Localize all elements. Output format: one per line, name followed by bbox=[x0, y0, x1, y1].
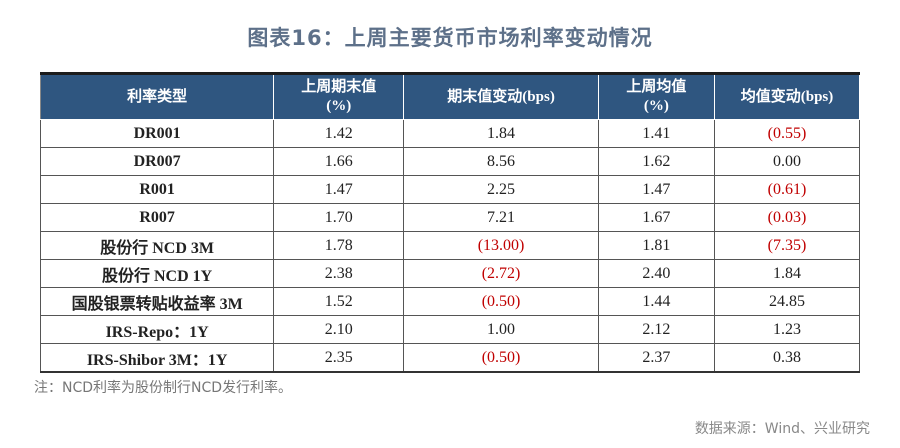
value-cell: 1.62 bbox=[597, 147, 716, 176]
value-cell: 0.38 bbox=[714, 343, 860, 373]
value-cell: 1.78 bbox=[273, 231, 405, 260]
column-header: 上周均值 (%) bbox=[597, 73, 716, 120]
value-cell: 2.37 bbox=[597, 343, 716, 373]
rate-type-cell: 国股银票转贴收益率 3M bbox=[39, 287, 275, 316]
value-cell: 1.47 bbox=[273, 175, 405, 204]
rate-type-cell: IRS-Repo：1Y bbox=[39, 315, 275, 344]
value-cell: 7.21 bbox=[403, 203, 599, 232]
value-cell: 2.12 bbox=[597, 315, 716, 344]
value-cell: 1.42 bbox=[273, 119, 405, 148]
value-cell: 2.40 bbox=[597, 259, 716, 288]
value-cell: 1.67 bbox=[597, 203, 716, 232]
column-header: 上周期末值 (%) bbox=[273, 73, 405, 120]
value-cell: 1.41 bbox=[597, 119, 716, 148]
rate-type-cell: IRS-Shibor 3M：1Y bbox=[39, 343, 275, 373]
value-cell: (0.50) bbox=[403, 343, 599, 373]
rate-type-cell: 股份行 NCD 3M bbox=[39, 231, 275, 260]
rate-type-cell: R007 bbox=[39, 203, 275, 232]
figure-title: 图表16：上周主要货币市场利率变动情况 bbox=[247, 26, 653, 50]
value-cell: 24.85 bbox=[714, 287, 860, 316]
value-cell: 1.23 bbox=[714, 315, 860, 344]
table-row: IRS-Repo：1Y 2.10 1.00 2.12 1.23 bbox=[39, 315, 860, 344]
value-cell: 1.44 bbox=[597, 287, 716, 316]
value-cell: (0.55) bbox=[714, 119, 860, 148]
column-header: 均值变动(bps) bbox=[714, 73, 860, 120]
value-cell: (2.72) bbox=[403, 259, 599, 288]
table-row: DR007 1.66 8.56 1.62 0.00 bbox=[39, 147, 860, 176]
value-cell: 1.81 bbox=[597, 231, 716, 260]
value-cell: 1.70 bbox=[273, 203, 405, 232]
rate-type-cell: R001 bbox=[39, 175, 275, 204]
value-cell: (0.50) bbox=[403, 287, 599, 316]
value-cell: 2.25 bbox=[403, 175, 599, 204]
value-cell: 1.00 bbox=[403, 315, 599, 344]
value-cell: 1.66 bbox=[273, 147, 405, 176]
value-cell: (7.35) bbox=[714, 231, 860, 260]
value-cell: 1.84 bbox=[714, 259, 860, 288]
source-note: 数据来源：Wind、兴业研究 bbox=[694, 421, 870, 437]
rates-table: 利率类型 上周期末值 (%) 期末值变动(bps) 上周均值 (%) 均值变动(bps)… bbox=[39, 72, 860, 373]
value-cell: 2.35 bbox=[273, 343, 405, 373]
column-header: 期末值变动(bps) bbox=[403, 73, 599, 120]
table-row: R001 1.47 2.25 1.47 (0.61) bbox=[39, 175, 860, 204]
value-cell: (0.61) bbox=[714, 175, 860, 204]
table-row: 股份行 NCD 1Y 2.38 (2.72) 2.40 1.84 bbox=[39, 259, 860, 288]
value-cell: 1.84 bbox=[403, 119, 599, 148]
rate-type-cell: DR001 bbox=[39, 119, 275, 148]
table-row: R007 1.70 7.21 1.67 (0.03) bbox=[39, 203, 860, 232]
value-cell: (13.00) bbox=[403, 231, 599, 260]
value-cell: 1.47 bbox=[597, 175, 716, 204]
value-cell: 8.56 bbox=[403, 147, 599, 176]
value-cell: 1.52 bbox=[273, 287, 405, 316]
footnote: 注：NCD利率为股份制行NCD发行利率。 bbox=[34, 380, 293, 396]
column-header: 利率类型 bbox=[39, 73, 275, 120]
value-cell: 2.10 bbox=[273, 315, 405, 344]
value-cell: 0.00 bbox=[714, 147, 860, 176]
table-row: 国股银票转贴收益率 3M 1.52 (0.50) 1.44 24.85 bbox=[39, 287, 860, 316]
table-row: DR001 1.42 1.84 1.41 (0.55) bbox=[39, 119, 860, 148]
value-cell: (0.03) bbox=[714, 203, 860, 232]
rate-type-cell: 股份行 NCD 1Y bbox=[39, 259, 275, 288]
table-row: 股份行 NCD 3M 1.78 (13.00) 1.81 (7.35) bbox=[39, 231, 860, 260]
table-row: IRS-Shibor 3M：1Y 2.35 (0.50) 2.37 0.38 bbox=[39, 343, 860, 373]
rate-type-cell: DR007 bbox=[39, 147, 275, 176]
value-cell: 2.38 bbox=[273, 259, 405, 288]
